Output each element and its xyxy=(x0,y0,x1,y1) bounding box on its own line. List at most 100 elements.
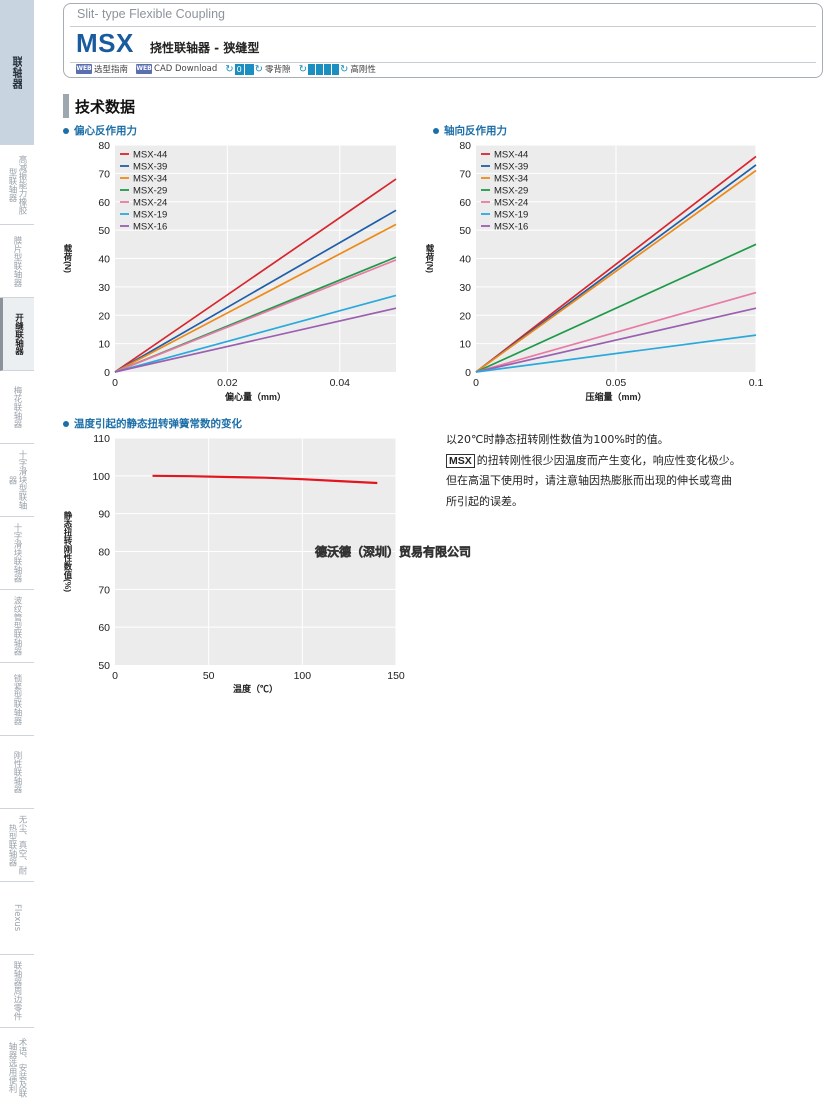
sidebar-item-label: 梅花联轴器 xyxy=(12,385,22,429)
sidebar-item-oldham[interactable]: 十字滑块联轴器 xyxy=(0,517,34,590)
x-tick-label: 0.1 xyxy=(749,377,764,389)
feature-label: 零背隙 xyxy=(265,65,291,75)
note-line: 以20℃时静态扭转刚性数值为100%时的值。 xyxy=(446,433,669,446)
note-line: MSX 的扭转刚性很少因温度而产生变化，响应性变化极少。 xyxy=(446,451,776,472)
product-header: Slit- type Flexible Coupling MSX 挠性联轴器 -… xyxy=(63,3,823,78)
legend-label: MSX-16 xyxy=(494,222,528,233)
sidebar-item-jaw[interactable]: 梅花联轴器 xyxy=(0,371,34,444)
sidebar: 联轴器 高减振能力橡胶型联轴器 膜片型联轴器 开缝联轴器 梅花联轴器 十字滑块型… xyxy=(0,0,34,1107)
series-line xyxy=(114,223,397,373)
sidebar-item-label: 联轴器周边零件 xyxy=(12,961,22,1021)
y-tick-label: 40 xyxy=(98,254,110,266)
temperature-chart-title: 温度引起的静态扭转弹簧常数的变化 xyxy=(63,416,242,431)
note-line: 但在高温下使用时，请注意轴因热膨胀而出现的伸长或弯曲 xyxy=(446,474,732,487)
series-line xyxy=(475,155,757,373)
x-tick-label: 0 xyxy=(473,377,479,389)
sidebar-item-label: 十字滑块型联轴器 xyxy=(7,450,27,510)
sidebar-item-parts[interactable]: 联轴器周边零件 xyxy=(0,955,34,1028)
y-tick-label: 10 xyxy=(459,339,471,351)
feature-high-rigidity: ↻ ↻ 高刚性 xyxy=(299,63,376,75)
y-tick-label: 10 xyxy=(98,339,110,351)
x-tick-label: 50 xyxy=(203,670,215,682)
series-line xyxy=(114,209,397,373)
y-tick-label: 60 xyxy=(98,622,110,634)
sidebar-item-slit[interactable]: 开缝联轴器 xyxy=(0,298,34,371)
x-tick-label: 0 xyxy=(112,377,118,389)
y-tick-label: 100 xyxy=(92,471,110,483)
y-tick-label: 0 xyxy=(104,367,110,379)
sidebar-item-label: 膜片型联轴器 xyxy=(12,235,22,287)
sidebar-item-terms[interactable]: 术语、安装及联轴器选用便利 xyxy=(0,1028,34,1107)
sidebar-item-label: 锁紧型联轴器 xyxy=(12,673,22,725)
y-tick-label: 110 xyxy=(93,433,110,445)
series-line xyxy=(475,307,757,373)
header-divider xyxy=(70,62,816,63)
sidebar-item-label: 术语、安装及联轴器选用便利 xyxy=(7,1037,27,1098)
series-line xyxy=(114,178,397,373)
high-rigidity-icon: ↻ ↻ xyxy=(298,63,349,75)
sidebar-item-vacuum[interactable]: 无尘、真空、耐热型联轴器 xyxy=(0,809,34,882)
sidebar-item-oldham-type[interactable]: 十字滑块型联轴器 xyxy=(0,444,34,517)
y-tick-label: 80 xyxy=(98,547,110,559)
series-line xyxy=(114,294,397,373)
x-tick-label: 0 xyxy=(112,670,118,682)
sidebar-item-lock[interactable]: 锁紧型联轴器 xyxy=(0,663,34,736)
link-label: 选型指南 xyxy=(94,65,129,75)
y-tick-label: 20 xyxy=(459,310,471,322)
y-axis-label: 静态扭转刚性数值(%) xyxy=(63,510,73,592)
sidebar-item-label: 开缝联轴器 xyxy=(13,312,24,356)
legend-label: MSX-19 xyxy=(494,210,528,221)
sidebar-item-label: Flexus xyxy=(12,904,22,932)
y-tick-label: 60 xyxy=(459,197,471,209)
x-tick-label: 150 xyxy=(387,670,405,682)
chart-title-text: 偏心反作用力 xyxy=(74,125,137,137)
sidebar-item-couplings[interactable]: 联轴器 xyxy=(0,0,34,145)
sidebar-item-disc[interactable]: 膜片型联轴器 xyxy=(0,225,34,298)
sidebar-item-label: 波纹管型联轴器 xyxy=(12,596,22,656)
chart-title-text: 温度引起的静态扭转弹簧常数的变化 xyxy=(74,418,242,430)
msx-tag: MSX xyxy=(446,453,475,468)
sidebar-item-label: 联轴器 xyxy=(12,55,22,89)
sidebar-item-bellows[interactable]: 波纹管型联轴器 xyxy=(0,590,34,663)
bullet-icon xyxy=(63,127,69,134)
x-axis-label: 压缩量（mm） xyxy=(585,391,646,402)
legend-label: MSX-44 xyxy=(494,150,528,161)
sidebar-item-label: 刚性联轴器 xyxy=(12,750,22,794)
section-title-text: 技术数据 xyxy=(75,97,136,116)
note-line-text: 的扭转刚性很少因温度而产生变化，响应性变化极少。 xyxy=(476,453,741,467)
y-tick-label: 70 xyxy=(459,168,471,180)
y-tick-label: 70 xyxy=(98,168,110,180)
y-axis-label: 载荷(N) xyxy=(63,244,73,273)
y-tick-label: 40 xyxy=(459,254,471,266)
selection-guide-link[interactable]: WEB 选型指南 xyxy=(76,63,128,75)
legend-label: MSX-29 xyxy=(494,186,528,197)
web-icon: WEB xyxy=(76,64,92,74)
legend-label: MSX-39 xyxy=(494,162,528,173)
x-tick-label: 0.04 xyxy=(330,377,351,389)
sidebar-item-flexus[interactable]: Flexus xyxy=(0,882,34,955)
note-line: 所引起的误差。 xyxy=(446,494,523,508)
eccentric-chart-title: 偏心反作用力 xyxy=(63,123,137,138)
y-tick-label: 50 xyxy=(98,225,110,237)
y-tick-label: 30 xyxy=(98,282,110,294)
y-axis-label: 载荷(N) xyxy=(425,244,435,273)
sidebar-item-rubber[interactable]: 高减振能力橡胶型联轴器 xyxy=(0,145,34,225)
sidebar-item-rigid[interactable]: 刚性联轴器 xyxy=(0,736,34,809)
product-subtitle: Slit- type Flexible Coupling xyxy=(77,7,225,21)
y-tick-label: 90 xyxy=(98,509,110,521)
legend-label: MSX-44 xyxy=(133,150,167,161)
series-line xyxy=(475,291,757,373)
x-tick-label: 100 xyxy=(294,670,312,682)
model-description: 挠性联轴器 - 狭缝型 xyxy=(150,41,260,55)
y-tick-label: 20 xyxy=(98,310,110,322)
model-name: MSX xyxy=(76,28,134,58)
axial-chart-title: 轴向反作用力 xyxy=(433,123,507,138)
legend-label: MSX-34 xyxy=(133,174,167,185)
section-bar xyxy=(63,94,69,118)
cad-download-link[interactable]: WEB CAD Download xyxy=(136,64,217,74)
series-line xyxy=(475,169,757,373)
y-tick-label: 80 xyxy=(459,140,471,152)
legend-label: MSX-24 xyxy=(133,198,167,209)
bullet-icon xyxy=(63,420,69,427)
